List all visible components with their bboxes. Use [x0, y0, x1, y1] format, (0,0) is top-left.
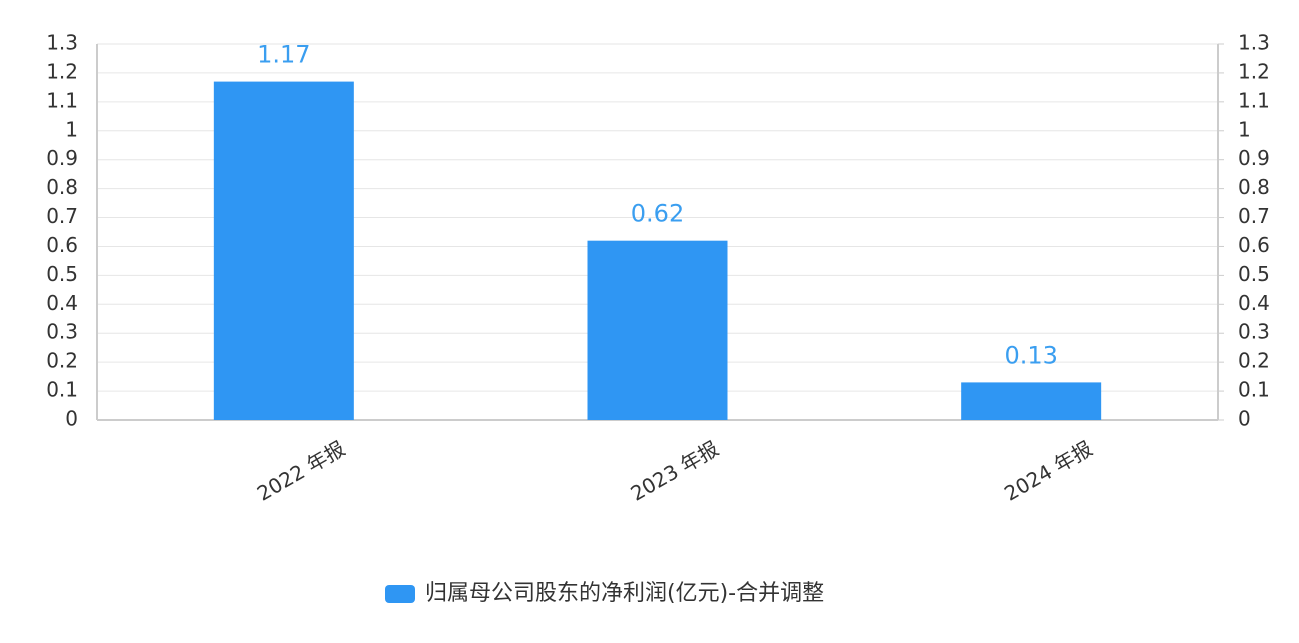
value-label: 1.17	[257, 41, 310, 69]
x-tick-label: 2022 年报	[253, 436, 349, 505]
y-tick-label: 0.5	[46, 262, 78, 286]
y-tick-label: 0.2	[46, 349, 78, 373]
x-tick-label: 2023 年报	[627, 436, 723, 505]
x-tick-label: 2024 年报	[1000, 436, 1096, 505]
legend-label: 归属母公司股东的净利润(亿元)-合并调整	[425, 581, 824, 606]
y-tick-label: 0.6	[46, 233, 78, 257]
y-tick-label: 1	[65, 117, 78, 141]
y2-tick-label: 0	[1238, 407, 1251, 431]
y-tick-label: 1.1	[46, 88, 78, 112]
y2-tick-label: 0.5	[1238, 262, 1270, 286]
y-tick-label: 1.2	[46, 59, 78, 83]
y2-tick-label: 0.4	[1238, 291, 1270, 315]
y-tick-label: 0	[65, 407, 78, 431]
y-tick-label: 0.7	[46, 204, 78, 228]
y2-tick-label: 0.6	[1238, 233, 1270, 257]
legend-swatch	[385, 585, 415, 603]
bar	[213, 81, 354, 420]
y2-tick-label: 0.1	[1238, 378, 1270, 402]
bar	[587, 240, 728, 420]
y2-tick-label: 1	[1238, 117, 1251, 141]
y2-tick-label: 0.3	[1238, 320, 1270, 344]
y-tick-label: 0.9	[46, 146, 78, 170]
y-tick-label: 1.3	[46, 31, 78, 55]
y-tick-label: 0.1	[46, 378, 78, 402]
value-label: 0.62	[631, 200, 684, 228]
y2-tick-label: 1.3	[1238, 31, 1270, 55]
y-tick-label: 0.3	[46, 320, 78, 344]
y2-tick-label: 0.2	[1238, 349, 1270, 373]
y2-tick-label: 1.1	[1238, 88, 1270, 112]
bar	[961, 382, 1102, 420]
y2-tick-label: 0.8	[1238, 175, 1270, 199]
y-tick-label: 0.8	[46, 175, 78, 199]
y2-tick-label: 1.2	[1238, 59, 1270, 83]
value-label: 0.13	[1004, 341, 1057, 369]
y2-tick-label: 0.9	[1238, 146, 1270, 170]
y2-tick-label: 0.7	[1238, 204, 1270, 228]
y-tick-label: 0.4	[46, 291, 78, 315]
